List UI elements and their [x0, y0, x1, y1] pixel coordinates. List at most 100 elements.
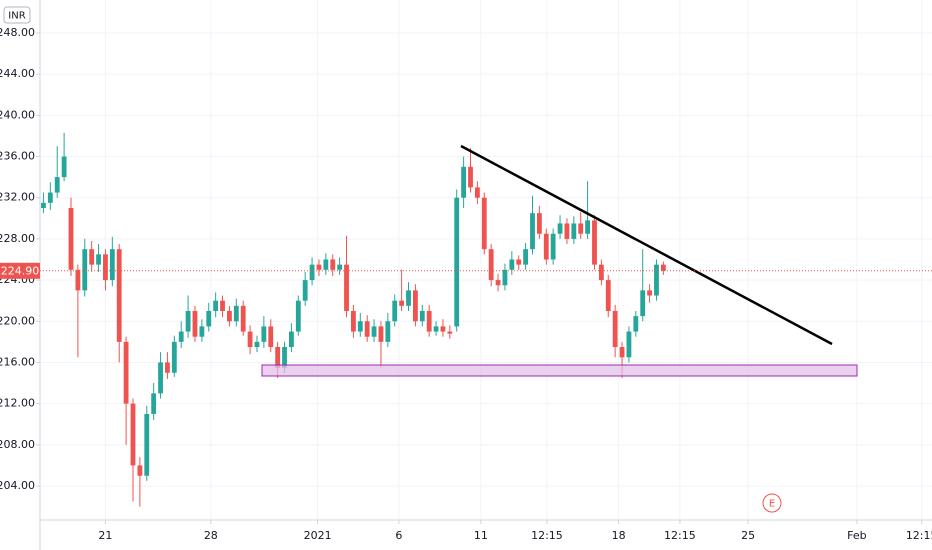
candle-body — [495, 280, 501, 286]
candle-body — [206, 310, 212, 327]
last-price-box — [0, 262, 40, 279]
x-tick-label: 12:15 — [906, 529, 932, 542]
last-price-label: 224.90 — [1, 264, 40, 277]
candle-body — [640, 290, 646, 317]
y-tick-label: 244.00 — [0, 67, 35, 80]
candle-body — [103, 254, 108, 281]
candle-body — [213, 300, 219, 311]
candle-body — [440, 326, 446, 332]
candle-body — [289, 331, 294, 348]
candle-body — [275, 347, 281, 368]
x-tick-label: 6 — [395, 529, 402, 542]
grid — [40, 0, 932, 520]
axes: 204.00208.00212.00216.00220.00224.00228.… — [0, 26, 932, 542]
candle-body — [220, 300, 225, 311]
y-tick-label: 248.00 — [0, 26, 35, 39]
x-tick-label: 2021 — [304, 529, 332, 542]
candle-body — [158, 362, 163, 394]
x-tick-label: 28 — [204, 529, 218, 542]
candle-body — [137, 465, 143, 476]
candle-body — [392, 300, 398, 322]
candle-body — [357, 321, 363, 332]
candle-body — [412, 290, 418, 322]
candle-body — [536, 213, 542, 234]
candle-body — [178, 331, 184, 342]
candle-body — [660, 264, 666, 271]
candle-body — [144, 413, 150, 476]
candle-body — [309, 264, 315, 281]
y-tick-label: 216.00 — [0, 355, 35, 368]
candle-body — [344, 264, 349, 311]
candle-body — [261, 326, 267, 342]
candle-body — [54, 177, 60, 193]
candle-body — [350, 310, 356, 332]
candle-body — [502, 269, 508, 286]
candle-body — [647, 290, 653, 296]
candle-body — [75, 269, 81, 291]
support-zone — [261, 364, 858, 377]
candle-body — [227, 310, 232, 322]
candle-body — [268, 326, 274, 348]
x-tick-label: 11 — [474, 529, 488, 542]
trend-line — [460, 144, 833, 346]
candle-body — [323, 259, 329, 270]
y-tick-label: 228.00 — [0, 232, 35, 245]
candle-body — [426, 310, 432, 332]
x-tick-label: 21 — [98, 529, 112, 542]
candle-body — [240, 305, 246, 332]
y-tick-label: 220.00 — [0, 314, 35, 327]
x-tick-label: 18 — [612, 529, 626, 542]
candle-body — [488, 249, 494, 281]
candle-body — [447, 331, 453, 334]
candle-body — [612, 310, 618, 348]
currency-badge[interactable] — [3, 6, 31, 24]
currency-label: INR — [8, 11, 25, 22]
candle-body — [654, 264, 659, 296]
candle-body — [378, 326, 384, 342]
candle-body — [151, 393, 157, 414]
candle-body — [585, 220, 591, 234]
candle-body — [385, 321, 391, 342]
candle-body — [592, 220, 597, 265]
y-tick-label: 208.00 — [0, 438, 35, 451]
event-marker[interactable] — [762, 493, 782, 513]
candle-body — [68, 208, 74, 270]
candle-body — [474, 187, 480, 198]
candle-body — [109, 249, 115, 281]
candle-body — [633, 316, 639, 332]
candle-body — [316, 264, 322, 270]
candle-body — [516, 259, 522, 265]
y-tick-label: 236.00 — [0, 150, 35, 163]
x-tick-label: Feb — [847, 529, 866, 542]
x-tick-label: 12:15 — [664, 529, 696, 542]
y-tick-label: 212.00 — [0, 397, 35, 410]
candle-body — [330, 259, 336, 270]
candle-body — [454, 197, 460, 327]
candle-body — [578, 223, 584, 234]
candle-body — [433, 326, 439, 332]
candle-body — [371, 326, 377, 337]
candle-body — [192, 310, 198, 337]
candle-body — [598, 264, 604, 281]
candle-body — [364, 321, 370, 337]
x-tick-label: 12:15 — [531, 529, 563, 542]
candle-body — [550, 233, 556, 260]
candle-body — [61, 156, 67, 178]
candle-body — [96, 254, 101, 265]
candle-body — [530, 213, 535, 250]
candle-body — [419, 310, 425, 322]
candle-body — [337, 264, 343, 270]
candle-body — [41, 202, 46, 208]
candle-body — [626, 331, 632, 358]
candle-body — [302, 280, 308, 301]
candle-body — [543, 233, 549, 260]
candle-body — [564, 223, 570, 239]
candle-body — [82, 249, 88, 291]
candle-body — [282, 347, 287, 368]
candle-body — [399, 300, 405, 306]
candle-body — [461, 166, 467, 198]
candle-body — [605, 280, 611, 311]
candles — [41, 132, 666, 507]
